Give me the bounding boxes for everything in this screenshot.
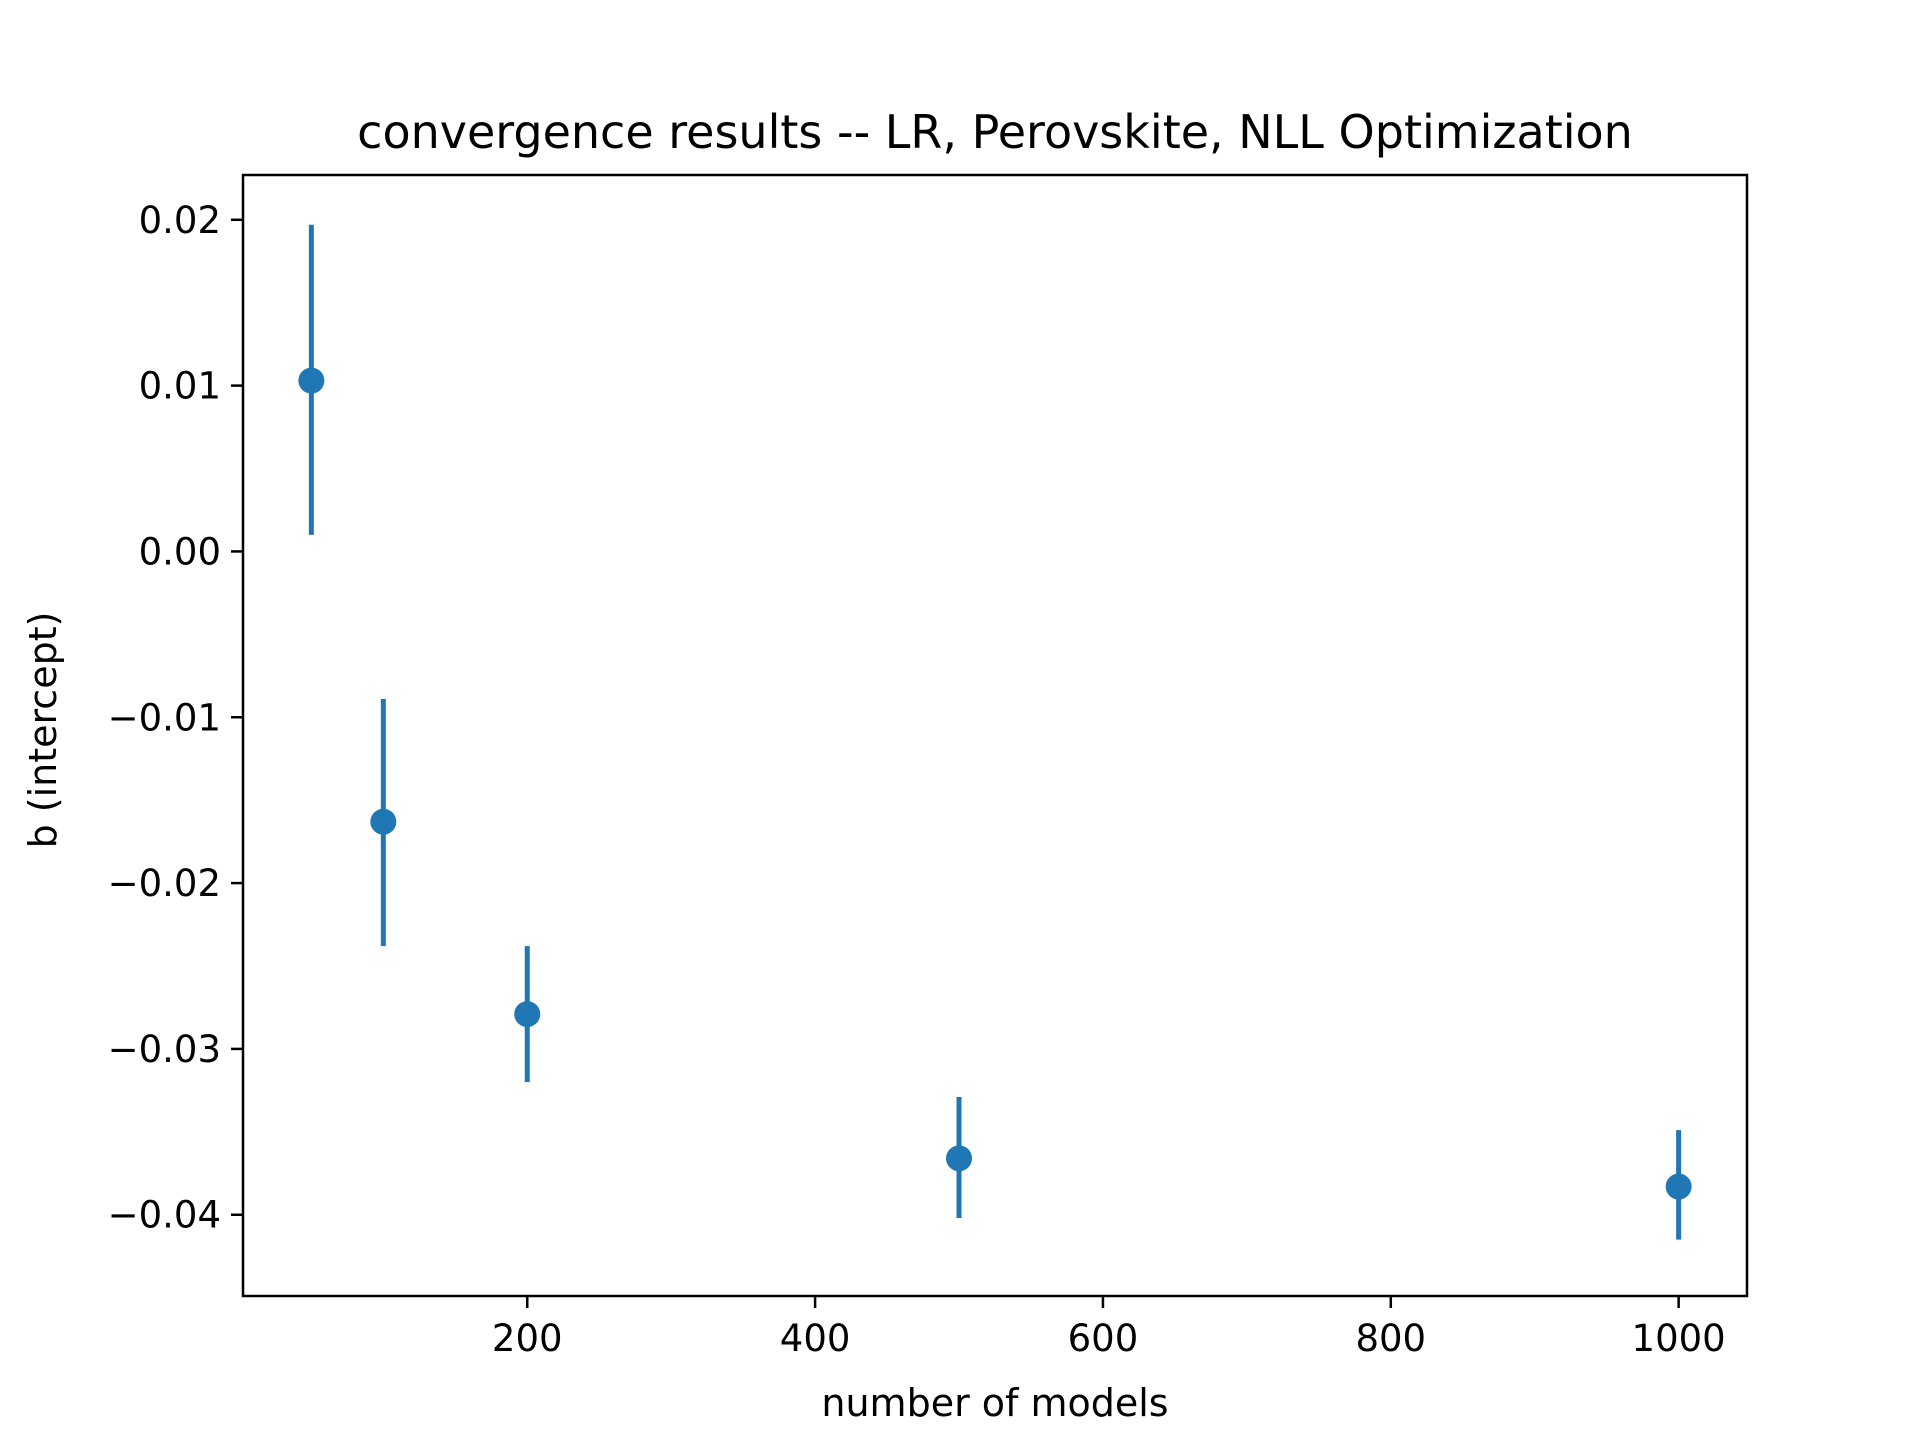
x-axis-label: number of models <box>821 1381 1168 1425</box>
chart-title: convergence results -- LR, Perovskite, N… <box>357 105 1633 159</box>
y-axis-label: b (intercept) <box>21 612 65 849</box>
x-tick-label: 800 <box>1355 1317 1426 1360</box>
y-tick-label: −0.01 <box>108 696 221 739</box>
y-tick-label: 0.01 <box>139 365 221 408</box>
y-tick-label: −0.04 <box>108 1194 221 1237</box>
data-marks <box>298 224 1692 1240</box>
data-point <box>298 367 325 394</box>
data-point <box>370 808 397 835</box>
y-axis-ticks: 0.02 0.01 0.00 −0.01 −0.02 −0.03 −0.04 <box>108 199 243 1237</box>
x-tick-label: 1000 <box>1632 1317 1726 1360</box>
data-point <box>946 1145 973 1172</box>
y-tick-label: 0.00 <box>139 530 221 573</box>
x-tick-label: 600 <box>1068 1317 1139 1360</box>
y-tick-label: 0.02 <box>139 199 221 242</box>
data-point <box>1665 1173 1692 1200</box>
data-point <box>514 1001 541 1028</box>
plot-frame <box>241 173 1749 1298</box>
x-tick-label: 400 <box>780 1317 851 1360</box>
x-tick-label: 200 <box>492 1317 563 1360</box>
x-axis-ticks: 200 400 600 800 1000 <box>492 1296 1726 1360</box>
y-tick-label: −0.03 <box>108 1028 221 1071</box>
y-tick-label: −0.02 <box>108 862 221 905</box>
